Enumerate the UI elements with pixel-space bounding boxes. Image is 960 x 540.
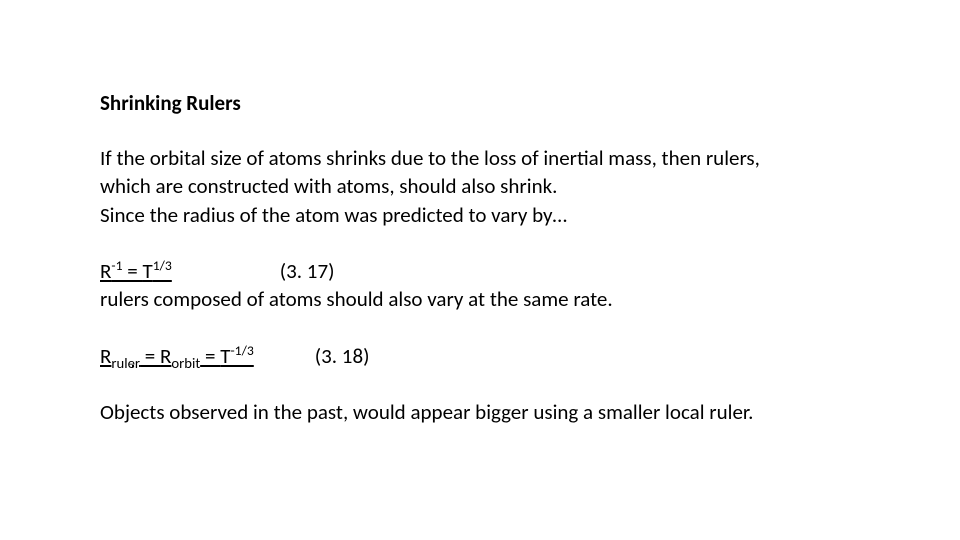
equation-block-1: R-1 = T1/3 (3. 17) rulers composed of at… (100, 257, 860, 314)
eq1-eq: = (123, 258, 143, 284)
eq1-rhs-base: T (142, 258, 152, 284)
equation-block-2: Rruler = Rorbit = T-1/3 (3. 18) (100, 342, 860, 370)
eq1-lhs-sup: -1 (111, 257, 122, 274)
eq2-a-sub: ruler (111, 354, 140, 372)
eq2-eq1: = (140, 343, 160, 369)
equation-1-number: (3. 17) (280, 257, 335, 285)
equation-row-1: R-1 = T1/3 (3. 17) (100, 257, 860, 285)
equation-2-number: (3. 18) (315, 342, 370, 370)
paragraph-intro: If the orbital size of atoms shrinks due… (100, 144, 860, 229)
eq2-b-sub: orbit (171, 354, 200, 372)
equation-row-2: Rruler = Rorbit = T-1/3 (3. 18) (100, 342, 860, 370)
section-title: Shrinking Rulers (100, 90, 860, 116)
eq2-a-base: R (100, 343, 111, 369)
eq2-eq2: = (200, 343, 220, 369)
eq2-b-base: R (160, 343, 171, 369)
para1-line2: which are constructed with atoms, should… (100, 173, 557, 199)
equation-2: Rruler = Rorbit = T-1/3 (100, 342, 310, 370)
equation-1-caption: rulers composed of atoms should also var… (100, 285, 860, 313)
eq2-c-sup: -1/3 (231, 342, 254, 359)
eq2-c-base: T (220, 343, 230, 369)
document-page: Shrinking Rulers If the orbital size of … (0, 0, 960, 540)
eq1-rhs-sup: 1/3 (153, 257, 172, 274)
eq1-lhs-base: R (100, 258, 111, 284)
paragraph-conclusion: Objects observed in the past, would appe… (100, 398, 860, 426)
para1-line3: Since the radius of the atom was predict… (100, 202, 567, 228)
equation-1: R-1 = T1/3 (100, 257, 275, 285)
para1-line1: If the orbital size of atoms shrinks due… (100, 145, 760, 171)
